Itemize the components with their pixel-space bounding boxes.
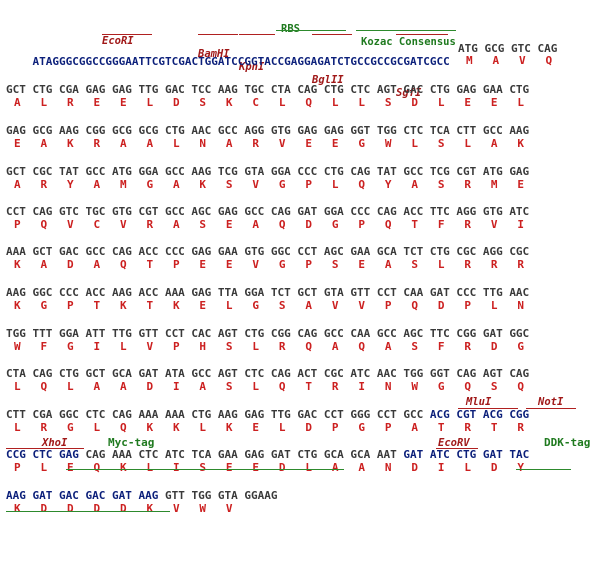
header-sequence: ATAGGGCGGCCGGGAATTCGTCGACTGGATCCGGTACCGA… (6, 42, 450, 68)
row9-nt-blue: ACG CGT ACG CGG (429, 408, 530, 421)
row-amino-acids: A L R E E L D S K C L Q L L S D L E E L (14, 96, 524, 109)
row9-nt-black: CTT CGA GGC CTC CAG AAA AAA CTG AAG GAG … (6, 408, 430, 421)
ddk-tag-label: DDK-tag (544, 436, 591, 449)
row-nucleotides: TGG TTT GGA ATT TTG GTT CCT CAC AGT CTG … (6, 327, 530, 340)
row10-nt-blue-end: GAT ATC CTG GAT TAC (403, 448, 530, 461)
row-nucleotides: GCT CTG CGA GAG GAG TTG GAC TCC AAG TGC … (6, 83, 530, 96)
kozac-underline (356, 30, 456, 31)
row11-nt-black: GTT TGG GTA GGAAG (164, 489, 278, 502)
row-amino-acids: P Q V C V R A S E A Q D G P Q T F R V I (14, 218, 524, 231)
row-nucleotides: GCT CGC TAT GCC ATG GGA GCC AAG TCG GTA … (6, 165, 530, 178)
row-nucleotides: CCG CTC GAG CAG AAA CTC ATC TCA GAA GAG … (6, 448, 529, 461)
ddk-tag-underline-2 (6, 511, 170, 512)
row11-nt-blue: AAG GAT GAC GAC GAT AAG (6, 489, 165, 502)
row-nucleotides: CTA CAG CTG GCT GCA GAT ATA GCC AGT CTC … (6, 367, 530, 380)
header-green-row: RBS Kozac Consensus (6, 10, 456, 48)
ecori-underline (102, 34, 152, 35)
bamhi-underline (198, 34, 238, 35)
row10-nt-black: CAG AAA CTC ATC TCA GAA GAG GAT CTG GCA … (85, 448, 404, 461)
mlui-label: MluI (466, 396, 492, 408)
myc-tag-label: Myc-tag (108, 436, 155, 449)
xhoi-label: XhoI (42, 437, 68, 449)
row-amino-acids: L R G L Q K K L K E L D P G P A T R T R (14, 421, 524, 434)
row10-nt-blue-start: CCG CTC GAG (6, 448, 86, 461)
row-amino-acids: K G P T K T K E L G S A V V P Q D P L N (14, 299, 524, 312)
row-nucleotides: AAG GGC CCC ACC AAG ACC AAA GAG TTA GGA … (6, 286, 530, 299)
ecori-label: EcoRI (102, 35, 134, 47)
row-nucleotides: GAG GCG AAG CGG GCG GCG CTG AAC GCC AGG … (6, 124, 530, 137)
noti-label: NotI (538, 396, 564, 408)
row-amino-acids: K A D A Q T P E E V G P S E A S L R R R (14, 258, 524, 271)
bglii-label: BglII (312, 74, 344, 86)
header-nucleotides: ATAGGGCGGCCGGGAATTCGTCGACTGGATCCGGTACCGA… (32, 55, 450, 68)
row-amino-acids: K D D D D K V W V (14, 502, 233, 515)
row-nucleotides: CTT CGA GGC CTC CAG AAA AAA CTG AAG GAG … (6, 408, 529, 421)
kozac-label: Kozac Consensus (361, 36, 456, 48)
myc-tag-underline (66, 469, 344, 470)
header-amino-acids: M A V Q (466, 54, 553, 67)
sgfi-underline (396, 34, 448, 35)
sequence-viewer: EcoRI BamHI KpnI BglII SgfI RBS Kozac Co… (6, 0, 600, 570)
row-amino-acids: W F G I L V P H S L R Q A Q A S F R D G (14, 340, 524, 353)
rbs-underline (276, 30, 346, 31)
rbs-label: RBS (281, 23, 300, 35)
row-amino-acids: P L E Q K L I S E E D L A A N D I L D Y (14, 461, 524, 474)
sgfi-label: SgfI (396, 87, 422, 99)
row-amino-acids: E A K R A A L N A R V E E G W L S L A K (14, 137, 524, 150)
row-nucleotides: AAA GCT GAC GCC CAG ACC CCC GAG GAA GTG … (6, 245, 530, 258)
row-nucleotides: CCT CAG GTC TGC GTG CGT GCC AGC GAG GCC … (6, 205, 530, 218)
row-nucleotides: AAG GAT GAC GAC GAT AAG GTT TGG GTA GGAA… (6, 489, 278, 502)
row-amino-acids: L Q L A A D I A S L Q T R I N W G Q S Q (14, 380, 524, 393)
header-codons: ATG GCG GTC CAG (458, 42, 558, 55)
ddk-tag-underline-1 (516, 469, 571, 470)
row-amino-acids: A R Y A M G A K S V G P L Q Y A S R M E (14, 178, 524, 191)
noti-underline (526, 408, 576, 409)
kpni-label: KpnI (239, 61, 265, 73)
kpni-underline (239, 34, 275, 35)
ecorv-label: EcoRV (438, 437, 470, 449)
bamhi-label: BamHI (198, 48, 230, 60)
xhoi-underline (6, 448, 84, 449)
mlui-underline (458, 408, 518, 409)
ecorv-underline (436, 448, 478, 449)
header-feature-row: EcoRI BamHI KpnI BglII SgfI (6, 22, 421, 99)
bglii-underline (312, 34, 352, 35)
